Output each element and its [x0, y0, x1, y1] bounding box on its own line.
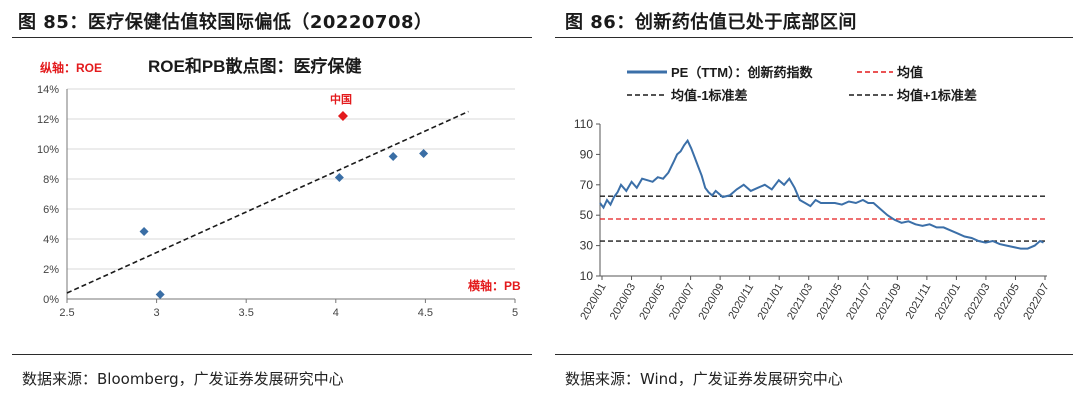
scatter-x-tick: 2.5 — [59, 307, 74, 319]
scatter-point — [155, 290, 165, 299]
highlight-point-label: 中国 — [330, 92, 352, 106]
line-y-tick: 110 — [574, 117, 593, 131]
left-figure-panel: 图 85：医疗保健估值较国际偏低（20220708） 0% 2% 4% 6% 8% 10%… — [12, 12, 532, 388]
scatter-y-tick: 2% — [43, 264, 59, 276]
left-source-rule — [12, 354, 532, 355]
line-y-tick: 50 — [580, 208, 594, 222]
line-x-tick: 2020/11 — [726, 282, 756, 322]
scatter-y-tick: 8% — [43, 174, 59, 186]
left-title-rule — [12, 37, 532, 38]
line-y-tick: 90 — [580, 147, 594, 161]
scatter-highlight-point — [337, 111, 348, 121]
scatter-point — [388, 152, 398, 161]
scatter-x-tick: 4 — [333, 307, 339, 319]
scatter-y-axis-label: 纵轴：ROE — [40, 60, 102, 75]
line-x-tick-labels: 2020/01 2020/03 2020/05 2020/07 2020/09 2020/… — [578, 282, 1051, 322]
line-y-tick: 30 — [580, 239, 594, 253]
left-figure-title: 图 85：医疗保健估值较国际偏低（20220708） — [18, 12, 433, 33]
scatter-y-tick: 10% — [37, 144, 59, 156]
line-x-tick: 2021/03 — [785, 282, 815, 322]
line-x-tick: 2021/01 — [756, 282, 786, 322]
line-x-tick: 2021/11 — [904, 282, 934, 322]
line-x-tick: 2020/03 — [608, 282, 638, 322]
line-x-tick: 2020/09 — [696, 282, 726, 322]
scatter-gridlines — [67, 88, 515, 270]
scatter-y-tick: 6% — [43, 204, 59, 216]
scatter-axes — [66, 89, 516, 303]
scatter-x-axis-label: 横轴：PB — [468, 278, 521, 293]
line-x-tick: 2021/05 — [815, 282, 845, 322]
right-title-rule — [555, 37, 1073, 38]
legend-mean-label: 均值 — [897, 65, 923, 80]
scatter-trendline — [66, 110, 469, 294]
scatter-point — [139, 227, 149, 236]
scatter-chart: 0% 2% 4% 6% 8% 10% 12% 14% 2.5 3 3.5 4 4.5 5 ROE和PB散… — [37, 56, 521, 319]
line-chart: PE（TTM）：创新药指数 均值 均值-1标准差 均值+1标准差 10 30 50 7… — [574, 65, 1052, 322]
line-x-tick: 2022/05 — [992, 282, 1022, 322]
right-figure-panel: 图 86：创新药估值已处于底部区间 PE（TTM）：创新药指数 均值 均值-1标… — [555, 0, 1080, 402]
scatter-point — [419, 149, 429, 158]
pe-ttm-series-line — [599, 138, 1044, 250]
line-x-tick: 2020/07 — [667, 282, 697, 322]
line-x-tick: 2022/03 — [962, 282, 992, 322]
scatter-y-tick: 12% — [37, 114, 59, 126]
scatter-x-tick-labels: 2.5 3 3.5 4 4.5 5 — [59, 307, 518, 319]
line-y-tick: 10 — [580, 269, 594, 283]
legend-series-label: PE（TTM）：创新药指数 — [671, 65, 814, 80]
scatter-point — [334, 173, 344, 182]
scatter-x-tick: 3.5 — [239, 307, 254, 319]
line-y-tick: 70 — [580, 178, 594, 192]
legend-minus-sd-label: 均值-1标准差 — [671, 88, 748, 103]
line-x-tick: 2020/01 — [578, 282, 608, 322]
scatter-x-tick: 5 — [512, 307, 518, 319]
line-x-tick: 2022/07 — [1021, 282, 1051, 322]
line-x-tick: 2020/05 — [637, 282, 667, 322]
scatter-y-tick: 0% — [43, 294, 59, 306]
scatter-chart-title: ROE和PB散点图：医疗保健 — [148, 56, 361, 76]
legend-plus-sd-label: 均值+1标准差 — [897, 88, 977, 103]
scatter-x-tick: 3 — [154, 307, 160, 319]
line-y-tick-labels: 10 30 50 70 90 110 — [574, 117, 593, 283]
right-source-note: 数据来源：Wind，广发证券发展研究中心 — [565, 370, 843, 388]
scatter-x-tick: 4.5 — [418, 307, 433, 319]
scatter-points — [139, 111, 429, 299]
right-figure-title: 图 86：创新药估值已处于底部区间 — [565, 12, 857, 33]
line-x-tick: 2022/01 — [933, 282, 963, 322]
scatter-y-tick: 14% — [37, 84, 59, 96]
line-chart-axes — [596, 123, 1047, 280]
line-x-tick: 2021/09 — [874, 282, 904, 322]
scatter-y-tick-labels: 0% 2% 4% 6% 8% 10% 12% 14% — [37, 84, 59, 306]
left-source-note: 数据来源：Bloomberg，广发证券发展研究中心 — [22, 370, 344, 388]
line-x-tick: 2021/07 — [844, 282, 874, 322]
right-source-rule — [555, 354, 1073, 355]
scatter-y-tick: 4% — [43, 234, 59, 246]
